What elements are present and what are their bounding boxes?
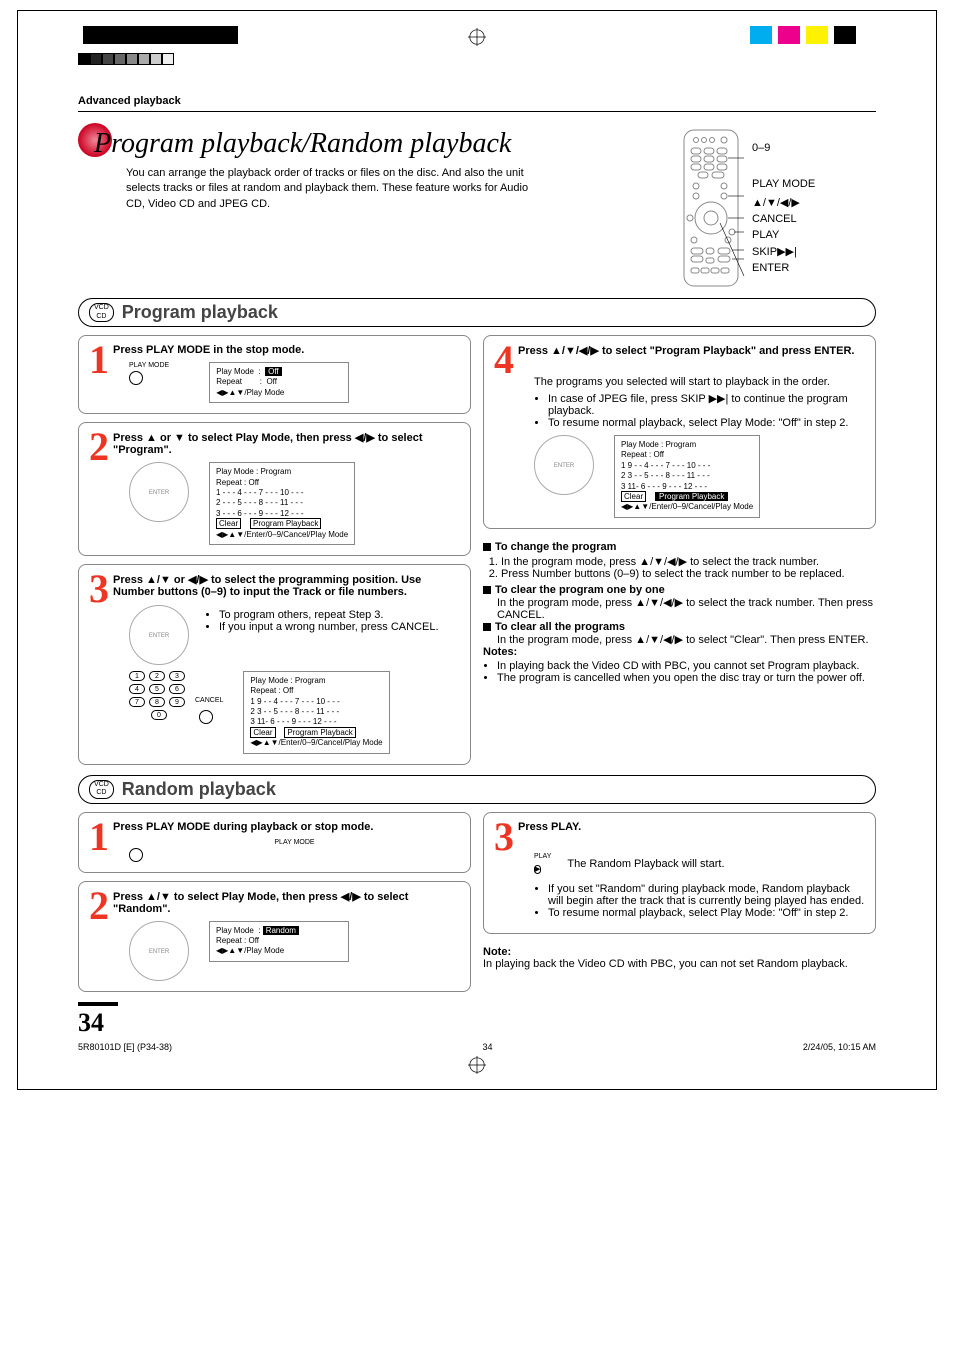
dpad-icon: ENTER (129, 462, 189, 522)
dpad-icon: ENTER (534, 435, 594, 495)
footer-meta: 5R80101D [E] (P34-38) 34 2/24/05, 10:15 … (18, 1038, 936, 1052)
step-title: Press ▲/▼ or ◀/▶ to select the programmi… (89, 573, 460, 598)
section-title: Program playback (122, 302, 278, 323)
footer-seq: 34 (482, 1042, 492, 1052)
play-mode-button-icon (129, 848, 143, 862)
osd-display: Play Mode : Program Repeat : Off 1 - - -… (209, 462, 355, 545)
remote-label: PLAY MODE (752, 178, 815, 190)
bullet: If you input a wrong number, press CANCE… (219, 621, 439, 633)
bullet: To program others, repeat Step 3. (219, 609, 439, 621)
note-item: Press Number buttons (0–9) to select the… (501, 568, 876, 580)
step-title: Press ▲/▼/◀/▶ to select "Program Playbac… (494, 344, 865, 357)
remote-label: CANCEL (752, 213, 815, 225)
greyscale-strip (78, 53, 876, 65)
remote-label: SKIP▶▶| (752, 245, 815, 258)
step-number: 3 (494, 821, 514, 853)
disc-badge: VCDCD (89, 780, 114, 799)
note-text: In the program mode, press ▲/▼/◀/▶ to se… (497, 633, 876, 646)
osd-display: Play Mode : Random Repeat : Off ◀▶▲▼/Pla… (209, 921, 349, 962)
remote-diagram: 0–9 PLAY MODE ▲/▼/◀/▶ CANCEL PLAY SKIP▶▶… (676, 128, 876, 288)
step-3: 3 Press ▲/▼ or ◀/▶ to select the program… (78, 564, 471, 765)
footer-file: 5R80101D [E] (P34-38) (78, 1042, 172, 1052)
bullet: To resume normal playback, select Play M… (548, 907, 865, 919)
note-item: In playing back the Video CD with PBC, y… (497, 660, 876, 672)
note-item: In the program mode, press ▲/▼/◀/▶ to se… (501, 555, 876, 568)
osd-display: Play Mode : Program Repeat : Off 1 9 - -… (614, 435, 760, 518)
notes-section: To change the program In the program mod… (483, 541, 876, 688)
step-number: 4 (494, 344, 514, 376)
step-title: Press PLAY MODE in the stop mode. (89, 344, 460, 356)
breadcrumb: Advanced playback (78, 95, 876, 107)
page-title: Program playback/Random playback (94, 128, 511, 160)
step-number: 1 (89, 344, 109, 376)
remote-icon (676, 128, 746, 288)
step-title: Press PLAY. (494, 821, 865, 833)
note-text: In the program mode, press ▲/▼/◀/▶ to se… (497, 596, 876, 621)
step-title: Press ▲/▼ to select Play Mode, then pres… (89, 890, 460, 915)
step-number: 1 (89, 821, 109, 853)
dpad-icon: ENTER (129, 605, 189, 665)
note-item: The program is cancelled when you open t… (497, 672, 876, 684)
step-4: 4 Press ▲/▼/◀/▶ to select "Program Playb… (483, 335, 876, 529)
numpad-illus: 123 456 789CANCEL 0 (129, 671, 223, 727)
random-step-2: 2 Press ▲/▼ to select Play Mode, then pr… (78, 881, 471, 992)
page-frame: Advanced playback Program playback/Rando… (17, 10, 937, 1090)
registration-mark-bottom (18, 1056, 936, 1079)
dpad-icon: ENTER (129, 921, 189, 981)
section-title: Random playback (122, 779, 276, 800)
disc-badge: VCDCD (89, 303, 114, 322)
bullet: In case of JPEG file, press SKIP ▶▶| to … (548, 392, 865, 417)
remote-label: ▲/▼/◀/▶ (752, 196, 815, 209)
section-title-bar: VCDCD Random playback (78, 775, 876, 804)
step-desc: The Random Playback will start. (567, 858, 724, 870)
step-title: Press PLAY MODE during playback or stop … (89, 821, 460, 833)
intro-text: You can arrange the playback order of tr… (126, 166, 546, 212)
bullet: If you set "Random" during playback mode… (548, 883, 865, 907)
remote-label: PLAY (752, 229, 815, 241)
step-number: 3 (89, 573, 109, 605)
divider (78, 111, 876, 112)
step-1: 1 Press PLAY MODE in the stop mode. PLAY… (78, 335, 471, 414)
notes-heading: Notes: (483, 646, 876, 658)
random-step-3: 3 Press PLAY. PLAY ▶ The Random Playback… (483, 812, 876, 934)
random-note: Note: In playing back the Video CD with … (483, 946, 876, 970)
osd-display: Play Mode : Program Repeat : Off 1 9 - -… (243, 671, 389, 754)
note-text: In playing back the Video CD with PBC, y… (483, 958, 876, 970)
step-desc: The programs you selected will start to … (534, 376, 865, 388)
note-heading: Note: (483, 946, 876, 958)
step-number: 2 (89, 890, 109, 922)
osd-display: Play Mode : Off Repeat : Off ◀▶▲▼/Play M… (209, 362, 349, 403)
play-button-illus: PLAY ▶ (534, 853, 551, 875)
page-number: 34 (78, 1002, 118, 1038)
step-title: Press ▲ or ▼ to select Play Mode, then p… (89, 431, 460, 456)
footer-timestamp: 2/24/05, 10:15 AM (803, 1042, 876, 1052)
step-2: 2 Press ▲ or ▼ to select Play Mode, then… (78, 422, 471, 556)
step-number: 2 (89, 431, 109, 463)
bullet: To resume normal playback, select Play M… (548, 417, 865, 429)
remote-label: ENTER (752, 262, 815, 274)
section-title-bar: VCDCD Program playback (78, 298, 876, 327)
random-step-1: 1 Press PLAY MODE during playback or sto… (78, 812, 471, 873)
play-mode-button-illus: PLAY MODE (129, 362, 169, 385)
remote-label: 0–9 (752, 142, 815, 154)
